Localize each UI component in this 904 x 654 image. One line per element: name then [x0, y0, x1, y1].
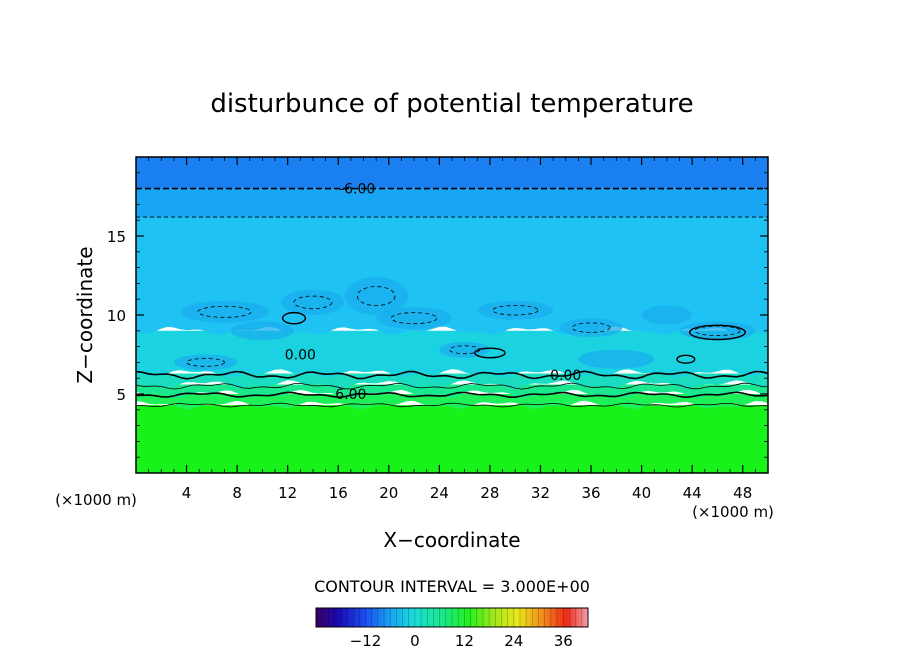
- contour-loop-zero: [688, 324, 746, 341]
- plot-area: [136, 157, 768, 473]
- cloud-patch: [439, 341, 490, 358]
- x-unit-left: (×1000 m): [55, 491, 137, 509]
- contour-label: 6.00: [335, 387, 366, 403]
- contour-loop: [694, 325, 741, 336]
- contour-label: 0.00: [285, 348, 316, 364]
- x-unit-right: (×1000 m): [692, 503, 774, 521]
- contour-line-zero: [136, 370, 768, 380]
- cloud-patch: [376, 307, 452, 330]
- heatmap-band: [136, 157, 768, 189]
- x-tick-label: 8: [232, 484, 242, 502]
- x-tick-label: 28: [480, 484, 499, 502]
- cloud-patch: [281, 289, 345, 315]
- contour-loop: [571, 322, 611, 333]
- contour-label: -6.00: [339, 182, 375, 198]
- x-axis-label: X−coordinate: [383, 528, 520, 552]
- x-tick-label: 32: [531, 484, 550, 502]
- cloud-patch: [477, 300, 554, 320]
- colorbar-tick-label: 12: [455, 632, 474, 650]
- contour-line-3: [136, 382, 768, 390]
- y-axis-label: Z−coordinate: [73, 246, 97, 383]
- x-tick-label: 16: [329, 484, 348, 502]
- x-tick-label: 48: [733, 484, 752, 502]
- heatmap-band: [136, 188, 768, 218]
- cloud-patch: [344, 277, 408, 315]
- cloud-patch: [180, 300, 269, 323]
- contour-interval-text: CONTOUR INTERVAL = 3.000E+00: [314, 577, 590, 596]
- y-tick-label: 5: [116, 386, 126, 404]
- contour-loop-zero: [676, 354, 696, 364]
- colorbar-ticks: −12 0 12 24 36: [315, 608, 589, 650]
- x-tick-label: 44: [683, 484, 702, 502]
- heatmap-band: [136, 384, 768, 399]
- cloud-patch: [230, 321, 294, 341]
- heatmap-band: [136, 405, 768, 473]
- contour-loop: [390, 312, 438, 325]
- cloud-patch: [679, 321, 756, 341]
- colorbar: −12 0 12 24 36: [315, 607, 589, 650]
- cloud-patches: [173, 277, 756, 371]
- chart-title: disturbunce of potential temperature: [210, 89, 693, 119]
- colorbar-tick-label: 24: [504, 632, 523, 650]
- contour-loop-zero: [281, 311, 307, 325]
- x-tick-label: 36: [581, 484, 600, 502]
- contour-lines: [136, 187, 768, 408]
- colorbar-tick-label: 0: [410, 632, 420, 650]
- colorbar-tick-label: 36: [554, 632, 573, 650]
- x-tick-label: 4: [182, 484, 192, 502]
- contour-label: 0.00: [550, 368, 581, 384]
- contour-loop: [186, 358, 225, 367]
- y-tick-label: 15: [107, 228, 126, 246]
- colorbar-tick-label: −12: [350, 632, 382, 650]
- x-tick-label: 24: [430, 484, 449, 502]
- contour-loop-zero: [474, 347, 506, 359]
- contour-loop: [293, 295, 333, 310]
- cloud-patch: [578, 349, 655, 369]
- x-tick-label: 40: [632, 484, 651, 502]
- heatmap-band: [136, 394, 768, 410]
- contour-loop: [356, 286, 396, 306]
- cloud-patch: [173, 354, 238, 371]
- contour-line-6: [136, 391, 768, 399]
- contour-labels: -6.00 0.00 0.00 6.00: [285, 182, 582, 403]
- contour-line-9: [136, 402, 768, 408]
- contour-loop: [492, 305, 539, 316]
- y-tick-label: 10: [107, 307, 126, 325]
- contour-loop: [197, 305, 252, 318]
- cloud-patch: [641, 305, 693, 325]
- cloud-patch: [559, 318, 623, 338]
- x-tick-label: 12: [278, 484, 297, 502]
- x-tick-label: 20: [379, 484, 398, 502]
